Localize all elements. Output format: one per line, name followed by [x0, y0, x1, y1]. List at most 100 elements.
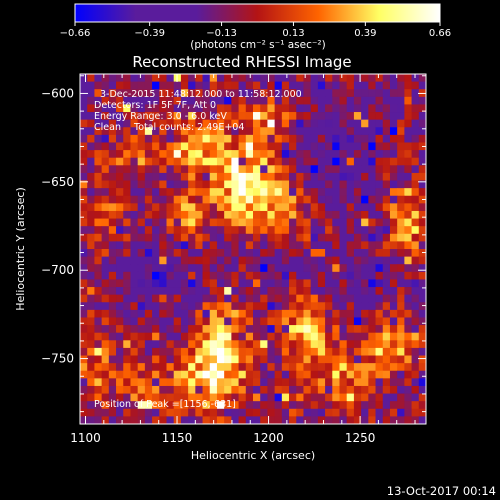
heatmap-cell — [375, 393, 384, 402]
heatmap-cell — [296, 340, 304, 349]
heatmap-cell — [267, 157, 276, 166]
heatmap-cell — [238, 119, 247, 128]
heatmap-cell — [325, 347, 333, 356]
heatmap-cell — [310, 408, 319, 417]
heatmap-cell — [101, 325, 110, 334]
heatmap-cell — [209, 74, 218, 83]
heatmap-cell — [310, 264, 319, 273]
heatmap-cell — [231, 203, 239, 212]
heatmap-cell — [397, 74, 405, 83]
heatmap-cell — [188, 378, 196, 387]
heatmap-cell — [253, 309, 261, 318]
heatmap-cell — [144, 393, 153, 402]
heatmap-cell — [382, 401, 391, 410]
heatmap-cell — [202, 294, 211, 303]
heatmap-cell — [202, 157, 211, 166]
heatmap-cell — [80, 408, 88, 417]
heatmap-cell — [361, 210, 369, 219]
heatmap-cell — [404, 378, 412, 387]
heatmap-cell — [253, 249, 261, 258]
heatmap-cell — [245, 393, 254, 402]
heatmap-cell — [116, 226, 124, 235]
heatmap-cell — [202, 127, 211, 136]
heatmap-cell — [303, 271, 312, 280]
heatmap-cell — [303, 249, 312, 258]
heatmap-cell — [116, 157, 124, 166]
heatmap-cell — [296, 172, 304, 181]
heatmap-cell — [404, 218, 412, 227]
annotation-peak-position: Position of Peak =[1156,-631] — [94, 399, 236, 410]
heatmap-cell — [404, 393, 412, 402]
heatmap-cell — [382, 302, 391, 311]
heatmap-cell — [238, 165, 247, 174]
heatmap-cell — [310, 89, 319, 98]
heatmap-cell — [137, 309, 146, 318]
heatmap-cell — [310, 127, 319, 136]
heatmap-cell — [411, 279, 420, 288]
heatmap-cell — [325, 172, 333, 181]
heatmap-cell — [382, 89, 391, 98]
heatmap-cell — [296, 104, 304, 113]
heatmap-cell — [245, 256, 254, 265]
heatmap-cell — [87, 165, 95, 174]
heatmap-cell — [411, 127, 420, 136]
heatmap-cell — [87, 393, 95, 402]
heatmap-cell — [166, 134, 175, 143]
heatmap-cell — [123, 363, 131, 372]
heatmap-cell — [245, 370, 254, 379]
heatmap-cell — [296, 180, 304, 189]
heatmap-cell — [353, 385, 362, 394]
heatmap-cell — [202, 408, 211, 417]
heatmap-cell — [224, 363, 232, 372]
heatmap-cell — [159, 363, 167, 372]
heatmap-cell — [231, 119, 239, 128]
heatmap-cell — [267, 271, 276, 280]
heatmap-cell — [368, 302, 376, 311]
heatmap-cell — [310, 233, 319, 242]
heatmap-cell — [238, 332, 247, 341]
heatmap-cell — [375, 401, 384, 410]
heatmap-cell — [353, 347, 362, 356]
heatmap-cell — [116, 180, 124, 189]
heatmap-cell — [116, 401, 124, 410]
heatmap-cell — [289, 226, 297, 235]
heatmap-cell — [411, 241, 420, 250]
heatmap-cell — [130, 203, 139, 212]
heatmap-cell — [267, 393, 276, 402]
heatmap-cell — [317, 195, 326, 204]
heatmap-cell — [325, 256, 333, 265]
x-axis: 1100 1150 1200 1250 — [70, 74, 416, 445]
heatmap-cell — [224, 226, 232, 235]
heatmap-cell — [397, 195, 405, 204]
heatmap-cell — [303, 302, 312, 311]
heatmap-cell — [209, 294, 218, 303]
heatmap-cell — [260, 363, 268, 372]
heatmap-cell — [202, 134, 211, 143]
heatmap-cell — [303, 119, 312, 128]
heatmap-cell — [108, 134, 117, 143]
heatmap-cell — [339, 119, 348, 128]
heatmap-cell — [123, 96, 131, 105]
heatmap-cell — [166, 355, 175, 364]
heatmap-cell — [166, 195, 175, 204]
heatmap-cell — [267, 180, 276, 189]
heatmap-cell — [274, 127, 283, 136]
heatmap-cell — [137, 256, 146, 265]
heatmap-cell — [361, 325, 369, 334]
heatmap-cell — [368, 172, 376, 181]
heatmap-cell — [231, 165, 239, 174]
heatmap-cell — [346, 416, 355, 424]
heatmap-cell — [274, 172, 283, 181]
heatmap-cell — [231, 332, 239, 341]
heatmap-cell — [332, 241, 340, 250]
heatmap-cell — [87, 256, 95, 265]
heatmap-cell — [397, 271, 405, 280]
heatmap-cell — [152, 241, 160, 250]
heatmap-cell — [101, 249, 110, 258]
heatmap-cell — [411, 81, 420, 90]
heatmap-cell — [382, 134, 391, 143]
heatmap-cell — [195, 96, 203, 105]
heatmap-cell — [361, 203, 369, 212]
heatmap-cell — [101, 347, 110, 356]
heatmap-cell — [202, 325, 211, 334]
